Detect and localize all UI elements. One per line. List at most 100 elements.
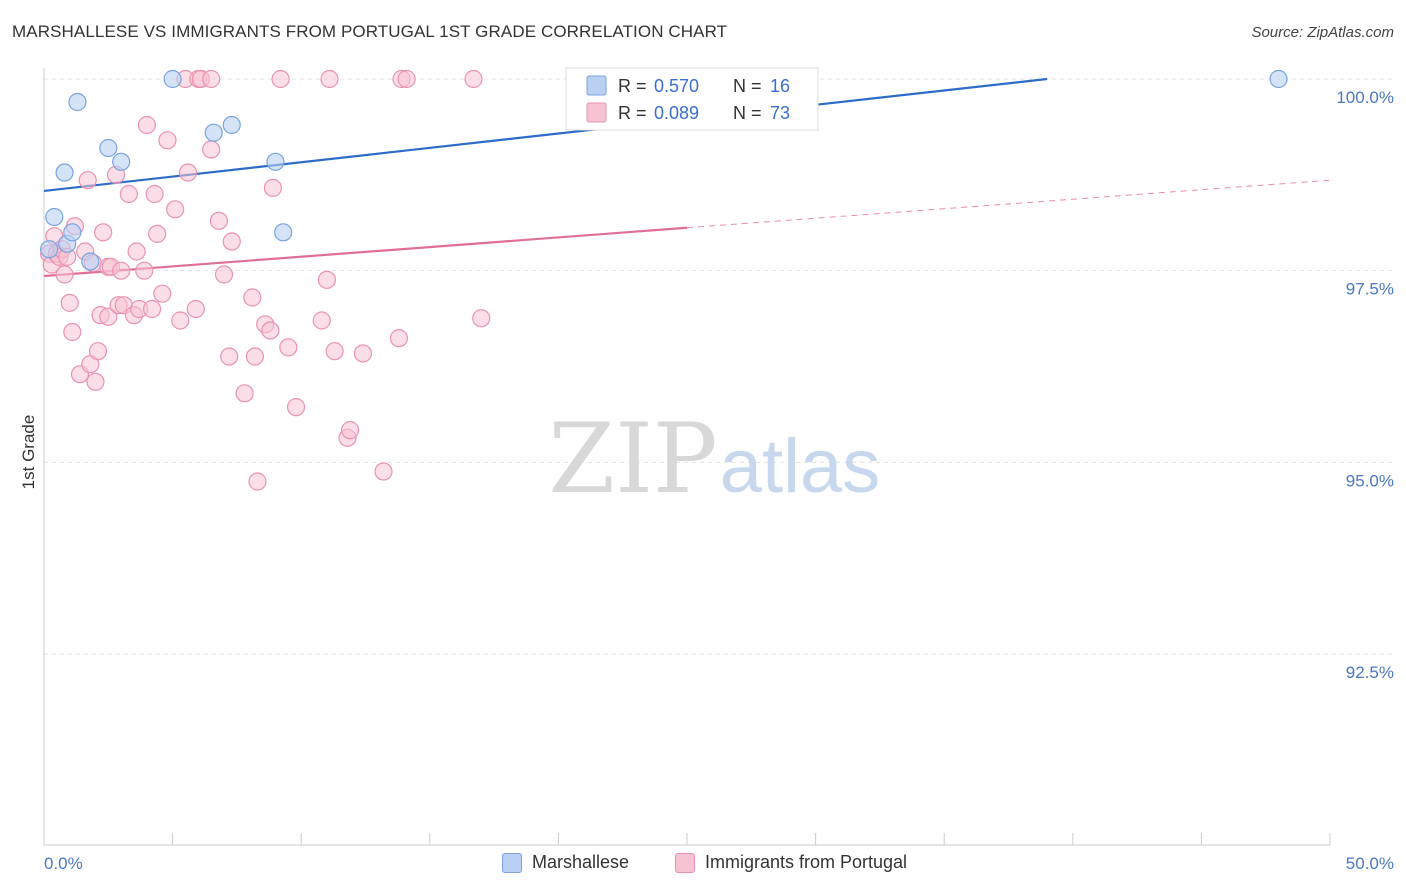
point-marshallese-5 — [68, 92, 87, 112]
legend-label-portugal: Immigrants from Portugal — [705, 852, 908, 872]
legend-swatch-pink — [586, 102, 607, 123]
point-portugal-67 — [353, 344, 373, 363]
legend-r-label-2: R = — [618, 103, 647, 123]
point-portugal-54 — [248, 472, 267, 491]
point-marshallese-13 — [274, 223, 293, 242]
point-portugal-32 — [137, 115, 156, 135]
point-portugal-9 — [63, 322, 82, 342]
legend-frame — [565, 67, 819, 131]
point-portugal-53 — [245, 347, 265, 366]
point-portugal-66 — [340, 421, 360, 440]
point-marshallese-0 — [40, 240, 59, 259]
point-portugal-42 — [186, 299, 205, 319]
point-marshallese-8 — [112, 152, 131, 171]
y-tick-label-3: 92.5% — [1346, 663, 1394, 682]
point-portugal-36 — [153, 284, 172, 303]
watermark-zip: ZIP — [548, 403, 717, 515]
point-marshallese-7 — [99, 138, 118, 158]
y-tick-labels: 100.0% 97.5% 95.0% 92.5% — [1336, 88, 1394, 682]
point-portugal-31 — [135, 261, 154, 280]
point-portugal-73 — [472, 309, 491, 328]
point-portugal-34 — [145, 184, 164, 204]
point-portugal-39 — [171, 311, 190, 330]
point-portugal-62 — [317, 270, 337, 289]
x-tick-label-right: 50.0% — [1346, 854, 1394, 873]
point-portugal-52 — [243, 288, 262, 307]
point-portugal-56 — [261, 321, 280, 340]
point-portugal-51 — [235, 384, 254, 403]
y-tick-label-1: 97.5% — [1346, 280, 1394, 299]
y-tick-label-2: 95.0% — [1346, 471, 1394, 490]
legend-label-marshallese: Marshallese — [532, 852, 630, 872]
point-portugal-33 — [142, 299, 162, 319]
point-portugal-13 — [78, 171, 97, 190]
point-marshallese-6 — [81, 252, 100, 271]
point-portugal-37 — [158, 131, 177, 150]
point-portugal-50 — [222, 232, 241, 251]
point-portugal-49 — [220, 347, 239, 366]
legend-r-value-2: 0.089 — [654, 103, 699, 123]
legend-swatch-blue — [586, 75, 607, 96]
point-portugal-19 — [94, 223, 113, 242]
point-portugal-64 — [325, 342, 344, 361]
point-portugal-25 — [112, 261, 131, 280]
grid-lines — [44, 78, 1394, 655]
watermark: ZIP atlas — [548, 403, 880, 515]
y-tick-label-0: 100.0% — [1336, 88, 1394, 107]
point-portugal-27 — [119, 184, 138, 204]
legend-swatch-portugal — [675, 852, 695, 873]
point-portugal-48 — [214, 265, 234, 284]
point-portugal-8 — [60, 293, 79, 312]
legend-n-label-1: N = — [733, 76, 762, 96]
legend-item-marshallese: Marshallese — [502, 852, 629, 873]
watermark-atlas: atlas — [720, 424, 881, 509]
trend-line-portugal-extension — [686, 179, 1331, 229]
point-marshallese-1 — [45, 207, 64, 227]
stats-legend: R = 0.570 N = 16 R = 0.089 N = 73 — [565, 67, 819, 131]
data-points — [40, 69, 1288, 491]
legend-n-value-2: 73 — [770, 103, 790, 123]
point-marshallese-9 — [163, 69, 182, 89]
legend-r-label-1: R = — [618, 76, 647, 96]
point-marshallese-11 — [222, 115, 241, 135]
axes — [43, 68, 1331, 846]
point-marshallese-10 — [204, 123, 223, 142]
point-marshallese-2 — [55, 163, 74, 182]
point-portugal-6 — [55, 265, 74, 284]
point-portugal-58 — [271, 69, 290, 89]
point-portugal-61 — [312, 311, 331, 330]
chart-title: MARSHALLESE VS IMMIGRANTS FROM PORTUGAL … — [12, 22, 728, 41]
point-marshallese-15 — [1269, 69, 1288, 89]
legend-swatch-marshallese — [502, 852, 522, 873]
point-portugal-16 — [86, 372, 105, 391]
point-portugal-72 — [464, 69, 483, 89]
point-portugal-60 — [286, 398, 306, 417]
legend-r-value-1: 0.570 — [654, 76, 699, 96]
point-portugal-21 — [99, 307, 118, 326]
point-marshallese-12 — [266, 152, 285, 171]
point-portugal-71 — [397, 69, 416, 89]
point-portugal-45 — [202, 69, 221, 89]
point-portugal-59 — [279, 338, 298, 357]
point-portugal-69 — [389, 329, 409, 348]
point-portugal-35 — [148, 224, 167, 243]
point-portugal-47 — [209, 211, 228, 230]
trend-line-marshallese — [43, 77, 1048, 193]
point-portugal-40 — [178, 163, 198, 182]
point-portugal-29 — [127, 242, 146, 261]
y-axis-label: 1st Grade — [19, 415, 38, 490]
legend-n-value-1: 16 — [770, 76, 790, 96]
point-portugal-68 — [374, 462, 393, 481]
point-portugal-46 — [202, 140, 221, 159]
legend-n-label-2: N = — [733, 103, 762, 123]
point-portugal-38 — [166, 200, 185, 219]
x-tick-label-left: 0.0% — [44, 854, 83, 873]
point-portugal-17 — [88, 342, 108, 361]
point-portugal-63 — [320, 69, 339, 89]
point-marshallese-4 — [63, 223, 82, 242]
point-portugal-57 — [263, 178, 283, 197]
legend-item-portugal: Immigrants from Portugal — [675, 852, 907, 873]
series-legend: Marshallese Immigrants from Portugal — [0, 852, 1406, 878]
source-label: Source: ZipAtlas.com — [1251, 24, 1394, 41]
